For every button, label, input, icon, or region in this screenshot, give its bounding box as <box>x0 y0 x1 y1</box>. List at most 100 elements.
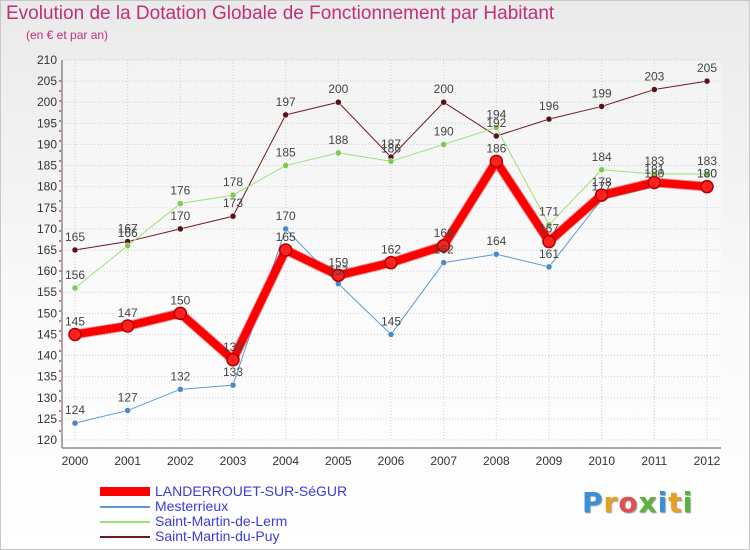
series-point <box>493 132 500 140</box>
series-point <box>436 239 451 253</box>
series-point <box>594 188 609 202</box>
series-point <box>545 263 553 271</box>
y-tick-label: 120 <box>37 433 57 447</box>
logo-letter: r <box>603 486 619 519</box>
x-tick-label: 2005 <box>325 454 352 468</box>
data-label: 178 <box>592 175 612 189</box>
series-point <box>282 225 289 233</box>
x-tick-label: 2006 <box>378 454 405 468</box>
series-point <box>700 179 714 194</box>
data-label: 159 <box>328 255 348 269</box>
data-label: 156 <box>65 268 85 282</box>
data-label: 167 <box>539 222 559 236</box>
series-point <box>278 243 293 257</box>
data-label: 186 <box>486 141 506 155</box>
data-label: 127 <box>118 390 138 404</box>
series-point <box>120 319 135 333</box>
x-tick-label: 2012 <box>694 454 721 468</box>
data-label: 170 <box>276 209 296 223</box>
series-point <box>545 115 553 123</box>
series-point <box>68 327 82 342</box>
series-point <box>226 353 240 367</box>
data-label: 166 <box>434 226 454 240</box>
y-tick-label: 180 <box>37 180 57 194</box>
data-label: 171 <box>539 205 559 219</box>
series-point <box>71 284 79 292</box>
series-point <box>387 331 395 338</box>
y-tick-label: 190 <box>37 137 57 151</box>
series-point <box>71 246 79 254</box>
logo-letter: i <box>682 486 694 519</box>
series-point <box>493 250 500 258</box>
y-tick-label: 175 <box>37 201 57 215</box>
chart-title: Evolution de la Dotation Globale de Fonc… <box>6 3 555 24</box>
data-label: 139 <box>223 340 243 354</box>
series-point <box>493 124 500 131</box>
series-point <box>331 268 346 283</box>
legend-swatch <box>100 520 150 523</box>
y-tick-label: 160 <box>37 264 57 278</box>
y-tick-label: 135 <box>37 370 57 384</box>
data-label: 178 <box>223 175 243 189</box>
data-label: 200 <box>328 82 348 96</box>
series-point <box>71 419 79 427</box>
x-tick-label: 2002 <box>167 454 194 468</box>
data-label: 194 <box>486 108 506 122</box>
data-label: 133 <box>223 365 243 379</box>
data-label: 176 <box>170 184 190 198</box>
y-tick-label: 165 <box>37 243 57 257</box>
series-point <box>440 98 447 106</box>
data-label: 180 <box>697 167 717 181</box>
series-point <box>651 86 658 93</box>
series-point <box>229 381 237 389</box>
logo-letter: x <box>638 486 658 519</box>
y-tick-label: 145 <box>37 327 57 341</box>
logo-letter: t <box>668 486 683 519</box>
series-point <box>229 191 237 199</box>
y-tick-label: 195 <box>37 116 57 130</box>
series-point <box>387 158 395 165</box>
data-label: 161 <box>539 247 559 261</box>
data-label: 200 <box>434 82 454 96</box>
series-point <box>542 234 556 249</box>
data-label: 188 <box>328 133 348 147</box>
series-point <box>282 162 289 169</box>
x-tick-label: 2008 <box>483 454 510 468</box>
data-label: 147 <box>118 306 138 320</box>
y-tick-label: 170 <box>37 222 57 236</box>
data-label: 165 <box>276 230 296 244</box>
data-label: 132 <box>170 369 190 383</box>
series-point <box>173 306 188 321</box>
data-label: 177 <box>592 179 612 193</box>
data-label: 166 <box>118 226 138 240</box>
series-point <box>440 141 447 148</box>
legend-label: LANDERROUET-SUR-SéGUR <box>155 483 348 499</box>
series-point <box>229 212 237 220</box>
series-point <box>545 221 553 228</box>
series-point <box>177 386 184 393</box>
data-label: 205 <box>697 61 717 75</box>
chart-subtitle: (en € et par an) <box>26 28 109 42</box>
series-point <box>177 225 184 233</box>
legend-label: Saint-Martin-du-Puy <box>155 528 280 544</box>
x-tick-label: 2004 <box>272 454 299 468</box>
series-point <box>489 154 504 169</box>
data-label: 164 <box>486 234 506 248</box>
legend-label: Saint-Martin-de-Lerm <box>155 513 288 529</box>
legend-swatch <box>100 487 150 496</box>
y-tick-label: 125 <box>37 412 57 426</box>
logo-letter: i <box>657 486 669 519</box>
data-label: 162 <box>381 243 401 257</box>
data-label: 145 <box>65 314 85 328</box>
series-point <box>598 166 605 174</box>
y-tick-label: 205 <box>37 74 57 88</box>
x-tick-label: 2001 <box>114 454 141 468</box>
logo-letter: P <box>582 486 604 519</box>
legend-swatch <box>100 505 150 508</box>
series-point <box>384 255 398 270</box>
data-label: 170 <box>170 209 190 223</box>
series-point <box>647 175 662 190</box>
x-tick-label: 2007 <box>430 454 457 468</box>
